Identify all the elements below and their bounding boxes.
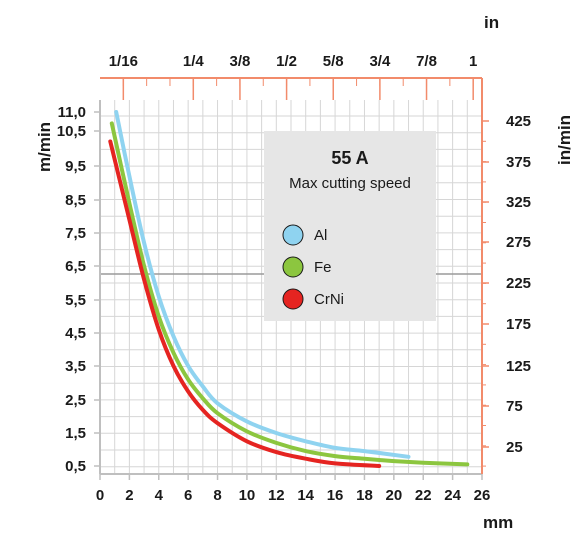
y-tick-label: 10,5 (57, 123, 86, 140)
y-tick-label: 6,5 (65, 258, 86, 275)
y-tick-label: 0,5 (65, 458, 86, 475)
x-tick-label: 14 (297, 487, 314, 504)
y-tick-label: 8,5 (65, 192, 86, 209)
legend-title: 55 A (331, 148, 368, 168)
series-lines (108, 110, 470, 468)
x-axis-tick-labels: 0 2 4 6 8 10 12 14 16 18 20 22 24 26 (96, 487, 491, 504)
right-tick-label: 425 (506, 113, 531, 130)
x-tick-label: 6 (184, 487, 192, 504)
series-line-fe (109, 121, 470, 467)
top-tick-label: 1/16 (109, 53, 138, 70)
right-tick-label: 325 (506, 194, 531, 211)
series-line-al (114, 110, 411, 459)
legend-swatch-crni (282, 288, 304, 310)
right-tick-label: 375 (506, 154, 531, 171)
right-tick-label: 225 (506, 275, 531, 292)
top-tick-label: 1 (469, 53, 477, 70)
y-axis-tick-labels: 11,0 10,5 9,5 8,5 7,5 6,5 5,5 4,5 3,5 2,5 1,5 0,5 (57, 104, 86, 475)
y-tick-label: 11,0 (58, 104, 86, 121)
x-tick-label: 12 (268, 487, 285, 504)
top-tick-label: 7/8 (416, 53, 437, 70)
right-axis-tick-labels: 425 375 325 275 225 175 125 75 25 (506, 113, 531, 456)
legend-swatch-fe (282, 256, 304, 278)
y-tick-label: 1,5 (65, 425, 86, 442)
axes (94, 77, 489, 480)
top-axis-tick-labels: 1/16 1/4 3/8 1/2 5/8 3/4 7/8 1 (109, 53, 478, 70)
legend-label-crni: CrNi (314, 291, 344, 308)
right-tick-label: 125 (506, 358, 531, 375)
legend-swatch-al (282, 224, 304, 246)
legend-label-al: Al (314, 227, 327, 244)
legend: 55 A Max cutting speed Al Fe CrNi (264, 131, 436, 321)
series-line-crni (108, 139, 382, 468)
right-tick-label: 75 (506, 398, 523, 415)
right-axis-label: in/min (555, 115, 573, 165)
x-tick-label: 4 (155, 487, 164, 504)
x-tick-label: 8 (213, 487, 221, 504)
y-tick-label: 7,5 (65, 225, 86, 242)
x-tick-label: 0 (96, 487, 104, 504)
right-tick-label: 175 (506, 316, 531, 333)
y-tick-label: 2,5 (65, 392, 86, 409)
right-tick-label: 275 (506, 234, 531, 251)
top-tick-label: 3/4 (369, 53, 391, 70)
x-axis-label: mm (483, 513, 513, 532)
y-tick-label: 9,5 (65, 158, 86, 175)
top-tick-label: 5/8 (323, 53, 344, 70)
legend-subtitle: Max cutting speed (289, 175, 411, 192)
x-tick-label: 16 (327, 487, 344, 504)
x-tick-label: 2 (125, 487, 133, 504)
x-tick-label: 18 (356, 487, 373, 504)
top-tick-label: 1/4 (183, 53, 205, 70)
top-axis-label: in (484, 13, 499, 32)
x-tick-label: 24 (444, 487, 461, 504)
x-tick-label: 20 (386, 487, 403, 504)
top-tick-label: 1/2 (276, 53, 297, 70)
x-tick-label: 22 (415, 487, 432, 504)
y-tick-label: 3,5 (65, 358, 86, 375)
x-tick-label: 10 (239, 487, 256, 504)
y-tick-label: 4,5 (65, 325, 86, 342)
right-tick-label: 25 (506, 439, 523, 456)
y-axis-label: m/min (35, 122, 54, 172)
top-tick-label: 3/8 (230, 53, 251, 70)
x-tick-label: 26 (474, 487, 491, 504)
y-tick-label: 5,5 (65, 292, 86, 309)
legend-entries: Al Fe CrNi (282, 224, 344, 310)
legend-label-fe: Fe (314, 259, 332, 276)
